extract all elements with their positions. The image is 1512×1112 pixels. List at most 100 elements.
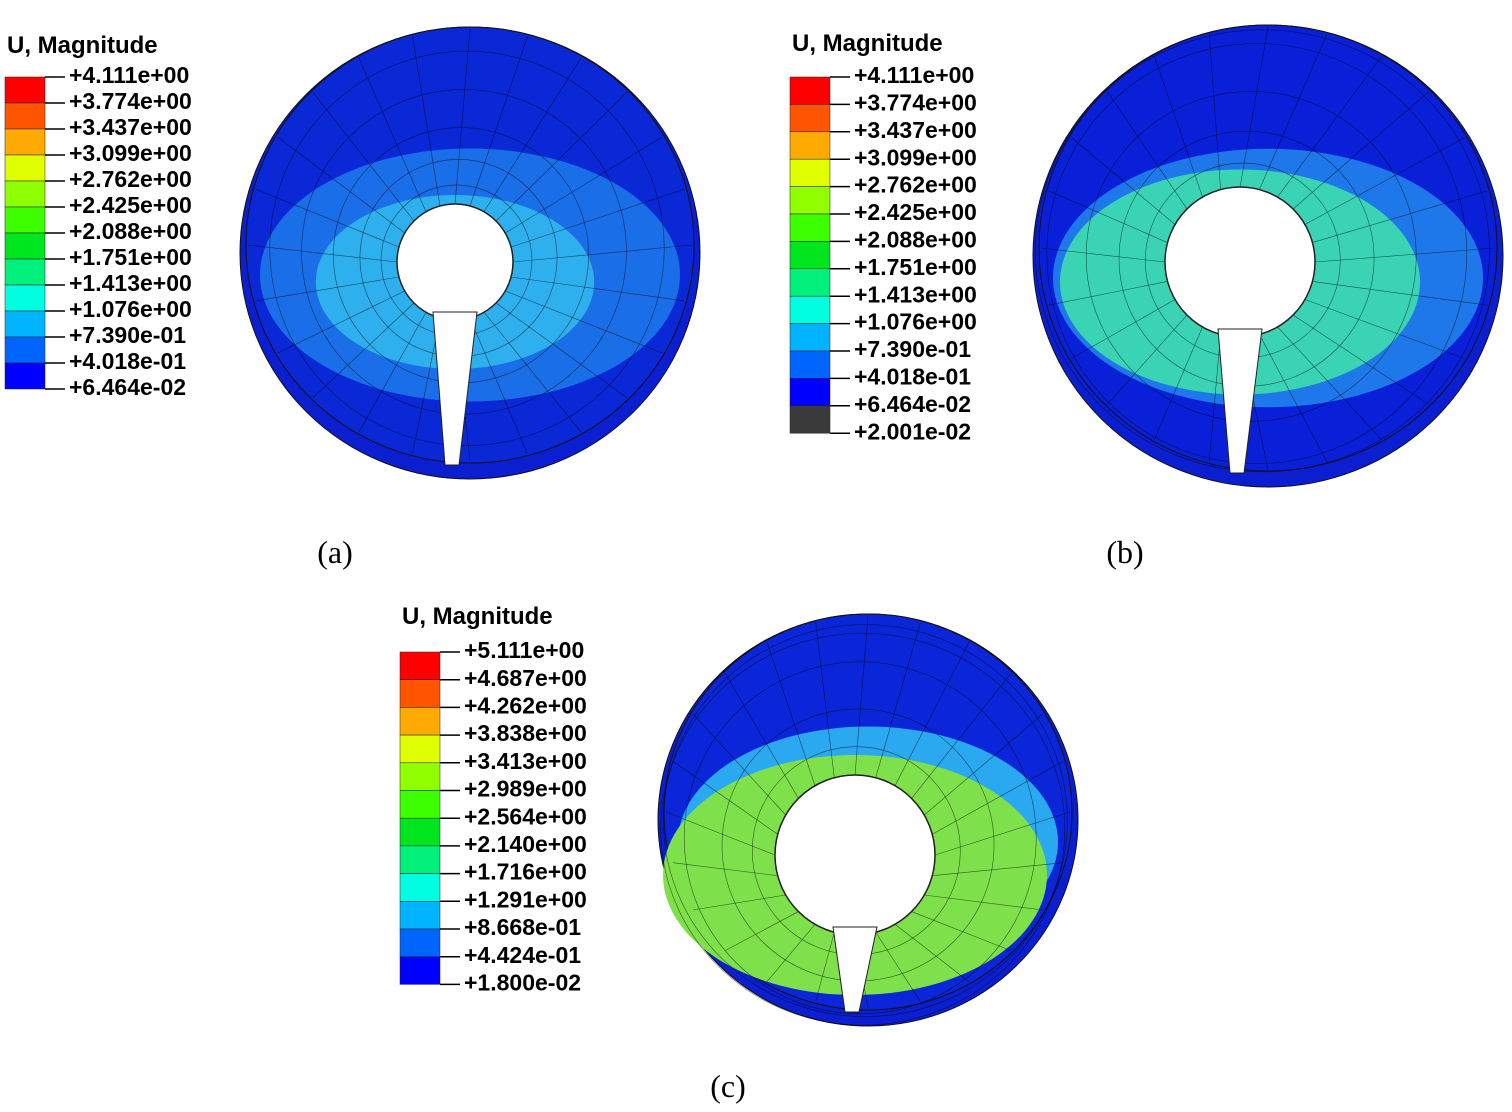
legend-band (399, 873, 441, 902)
legend-label: +1.076e+00 (69, 296, 192, 322)
mesh-line (255, 188, 400, 248)
legend-band (4, 284, 46, 312)
legend-label: +3.774e+00 (854, 89, 977, 115)
legend-label: +2.425e+00 (69, 192, 192, 218)
mesh-line (725, 911, 799, 951)
mesh-line (1154, 326, 1203, 440)
mesh-line (766, 642, 816, 786)
legend-band (4, 206, 46, 234)
hole (774, 774, 936, 936)
mesh-line (854, 615, 869, 776)
mesh-line (924, 713, 1044, 816)
legend-band (399, 901, 441, 930)
legend-label: +3.774e+00 (69, 88, 192, 114)
mesh-line (1312, 190, 1488, 243)
slit (1217, 328, 1263, 474)
mesh-ring (1085, 91, 1417, 422)
mesh-line (469, 36, 528, 207)
mesh-line (1071, 299, 1176, 359)
mesh-line (1208, 34, 1221, 190)
legend-label: +2.762e+00 (69, 166, 192, 192)
mesh-line (672, 761, 778, 835)
legend-label: +3.099e+00 (69, 140, 192, 166)
mesh-line (911, 911, 1011, 951)
legend-band (399, 707, 441, 736)
legend-label: +4.111e+00 (854, 62, 974, 88)
legend-label: +3.437e+00 (69, 114, 192, 140)
legend-label: +7.390e-01 (69, 322, 186, 348)
legend-band (789, 76, 831, 105)
mesh-line (924, 894, 1043, 911)
legend-band (399, 928, 441, 957)
mesh-line (1314, 247, 1496, 263)
legend-label: +1.751e+00 (854, 254, 977, 280)
legend-band (789, 295, 831, 324)
legend-band (4, 232, 46, 260)
legend-band (789, 350, 831, 379)
legend-title: U, Magnitude (792, 30, 943, 57)
mesh-line (510, 276, 685, 302)
fe-model (239, 26, 701, 480)
legend-label: +2.762e+00 (854, 172, 977, 198)
legend-band (4, 180, 46, 208)
legend-band (789, 213, 831, 242)
legend-label: +3.413e+00 (464, 748, 587, 774)
mesh-line (1259, 334, 1328, 462)
legend-band (399, 734, 441, 764)
mesh-line (255, 276, 400, 302)
mesh-line (665, 811, 776, 856)
mesh-line (1292, 314, 1429, 405)
legend-band (789, 186, 831, 215)
mesh-line (358, 57, 427, 212)
legend-label: +3.838e+00 (464, 720, 587, 746)
mesh-line (312, 92, 415, 222)
mesh-line (1154, 56, 1203, 198)
legend-band (399, 762, 441, 791)
mesh-line (412, 36, 441, 207)
mesh-line (454, 28, 471, 205)
mesh-line (277, 290, 405, 354)
legend-band (399, 817, 441, 847)
mesh-line (815, 932, 835, 1002)
mesh-line (1277, 56, 1382, 198)
mesh-line (495, 302, 628, 398)
mesh-line (815, 622, 835, 778)
legend-label: +6.464e-02 (69, 374, 186, 400)
mesh-line (875, 622, 921, 778)
legend-label: +2.989e+00 (464, 776, 587, 802)
legend-band (399, 956, 441, 985)
mesh-line (1304, 299, 1465, 359)
slit (832, 926, 878, 1013)
legend-label: +5.111e+00 (464, 637, 584, 663)
legend-label: +2.564e+00 (464, 803, 587, 829)
legend-label: +1.800e-02 (464, 969, 581, 995)
legend-band (4, 362, 46, 390)
mesh-line (483, 57, 582, 212)
legend-label: +4.018e-01 (69, 348, 186, 374)
caption: (c) (710, 1068, 746, 1104)
mesh-line (672, 862, 778, 877)
fe-model (1032, 24, 1504, 488)
legend-label: +4.262e+00 (464, 692, 587, 718)
mesh-line (358, 312, 427, 433)
legend-band (789, 241, 831, 270)
mesh-line (1239, 26, 1269, 188)
legend-label: +1.291e+00 (464, 886, 587, 912)
mesh-line (505, 136, 663, 234)
mesh-line (875, 932, 921, 1002)
legend-band (4, 336, 46, 364)
slit (432, 311, 478, 466)
legend-band (789, 323, 831, 352)
legend-band (399, 790, 441, 819)
mesh-ring (663, 624, 1068, 1017)
mesh-line (1277, 326, 1382, 440)
legend-label: +1.716e+00 (464, 859, 587, 885)
legend-label: +2.088e+00 (854, 226, 977, 252)
legend-label: +2.425e+00 (854, 199, 977, 225)
legend-band (4, 76, 46, 104)
hole (1164, 186, 1316, 338)
mesh-line (934, 811, 1071, 856)
mesh-line (932, 862, 1064, 877)
mesh-line (510, 188, 685, 248)
legend-label: +1.413e+00 (854, 281, 977, 307)
